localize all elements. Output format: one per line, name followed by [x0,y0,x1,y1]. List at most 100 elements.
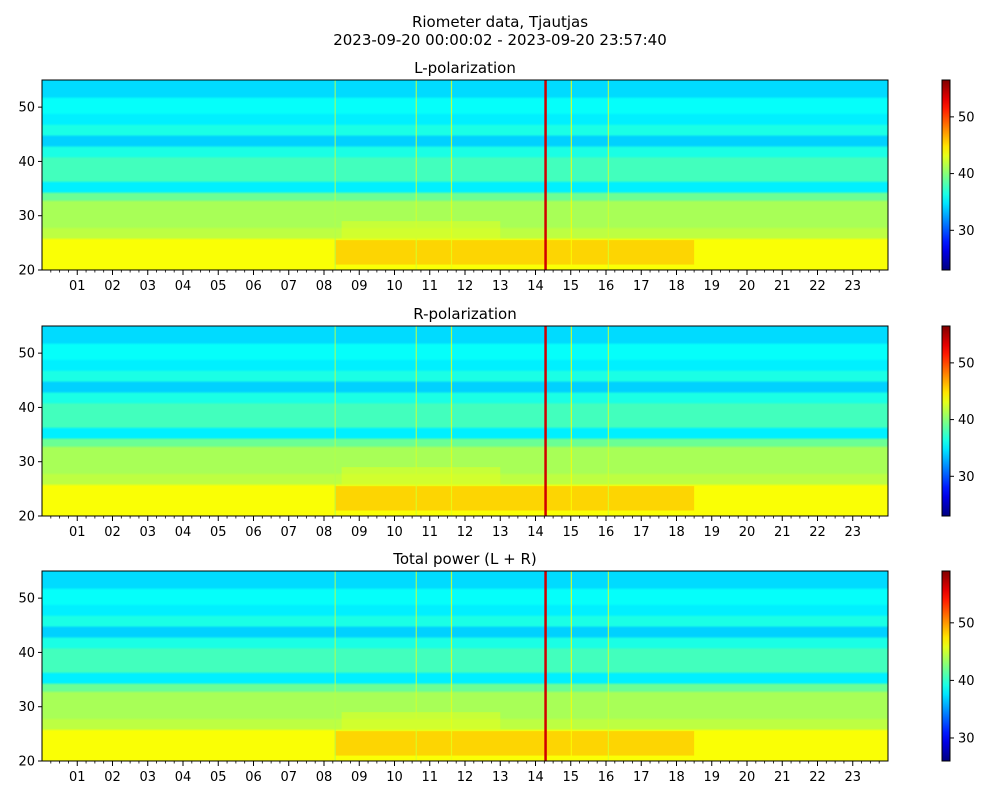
daytime-enhancement [334,486,695,511]
x-tick-label: 17 [633,279,650,294]
x-tick-label: 19 [703,770,720,785]
x-tick-label: 13 [492,770,509,785]
colorbar-tick-label: 50 [958,356,975,371]
interference-stripe [570,326,572,516]
x-tick-label: 09 [351,770,368,785]
daytime-enhancement [341,467,501,487]
x-tick-label: 19 [703,279,720,294]
colorbar-tick-label: 30 [958,224,975,239]
x-tick-label: 18 [668,770,685,785]
x-tick-label: 03 [139,279,156,294]
x-tick-label: 22 [809,279,826,294]
x-tick-label: 03 [139,525,156,540]
colorbar [941,570,951,762]
x-tick-label: 21 [774,525,791,540]
panel-title: R-polarization [413,305,516,323]
x-tick-label: 01 [69,279,86,294]
x-tick-label: 14 [527,770,544,785]
x-tick-label: 06 [245,525,262,540]
x-tick-label: 02 [104,525,121,540]
y-tick-label: 40 [18,401,35,416]
x-tick-label: 11 [421,770,438,785]
x-tick-label: 23 [844,279,861,294]
colorbar-tick-label: 40 [958,167,975,182]
daytime-enhancement [334,240,695,265]
interference-stripe [415,571,417,761]
panel-3: Total power (L + R) 20 30 40 50 01 02 03 04 05 06 0… [18,550,974,785]
panel-title: Total power (L + R) [392,550,537,568]
x-tick-label: 14 [527,525,544,540]
colorbar-tick-label: 30 [958,470,975,485]
x-tick-label: 14 [527,279,544,294]
y-tick-label: 20 [18,510,35,525]
x-tick-label: 12 [457,525,474,540]
interference-stripe [334,80,336,270]
y-tick-label: 40 [18,155,35,170]
x-tick-label: 08 [316,525,333,540]
interference-stripe [450,571,453,761]
x-tick-label: 23 [844,525,861,540]
x-tick-label: 04 [175,770,192,785]
panel-title: L-polarization [414,59,516,77]
x-tick-label: 22 [809,525,826,540]
x-tick-label: 05 [210,770,227,785]
x-tick-label: 15 [562,525,579,540]
x-tick-label: 12 [457,770,474,785]
colorbar-tick-label: 40 [958,674,975,689]
x-tick-label: 07 [280,770,297,785]
x-tick-label: 13 [492,279,509,294]
x-tick-label: 02 [104,279,121,294]
daytime-enhancement [334,731,695,756]
x-tick-label: 09 [351,525,368,540]
x-tick-label: 10 [386,279,403,294]
interference-stripe [450,80,453,270]
y-tick-label: 30 [18,700,35,715]
x-tick-label: 16 [598,525,615,540]
x-tick-label: 07 [280,279,297,294]
daytime-enhancement [341,712,501,732]
x-tick-label: 08 [316,279,333,294]
x-tick-label: 15 [562,770,579,785]
colorbar-tick-label: 30 [958,731,975,746]
x-tick-label: 17 [633,525,650,540]
x-tick-label: 08 [316,770,333,785]
x-tick-label: 15 [562,279,579,294]
x-tick-label: 12 [457,279,474,294]
y-tick-label: 50 [18,347,35,362]
interference-stripe [415,80,417,270]
x-tick-label: 16 [598,279,615,294]
x-tick-label: 20 [739,770,756,785]
x-tick-label: 11 [421,525,438,540]
daytime-enhancement [341,221,501,241]
x-tick-label: 11 [421,279,438,294]
x-tick-label: 20 [739,525,756,540]
x-tick-label: 21 [774,770,791,785]
figure-title: Riometer data, Tjautjas 2023-09-20 00:00… [0,13,1000,49]
colorbar [941,79,951,271]
x-tick-label: 04 [175,279,192,294]
x-tick-label: 05 [210,525,227,540]
panel-2: R-polarization 20 30 40 50 01 02 03 04 05 06 07 08 09… [18,305,974,540]
interference-stripe [570,571,572,761]
interference-stripe [334,326,336,516]
x-tick-label: 10 [386,770,403,785]
interference-stripe [544,326,547,516]
figure-title-line2: 2023-09-20 00:00:02 - 2023-09-20 23:57:4… [333,31,667,49]
colorbar [941,325,951,517]
interference-stripe [607,326,609,516]
y-tick-label: 20 [18,755,35,770]
interference-stripe [415,326,417,516]
y-tick-label: 20 [18,264,35,279]
interference-stripe [334,571,336,761]
x-tick-label: 06 [245,279,262,294]
x-tick-label: 03 [139,770,156,785]
interference-stripe [607,80,609,270]
x-tick-label: 13 [492,525,509,540]
x-tick-label: 17 [633,770,650,785]
panel-1: L-polarization 20 30 40 50 01 02 03 04 05 06 07 08 09… [18,59,974,294]
x-tick-label: 10 [386,525,403,540]
x-tick-label: 09 [351,279,368,294]
interference-stripe [544,80,547,270]
x-tick-label: 20 [739,279,756,294]
